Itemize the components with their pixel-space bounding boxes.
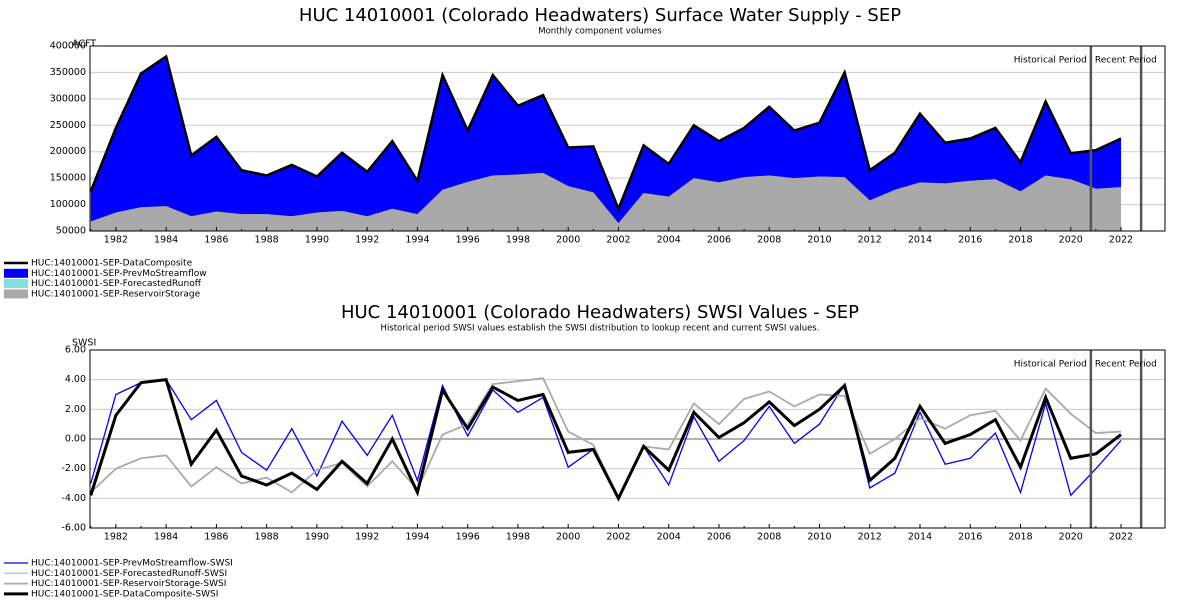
- legend-swatch: [4, 289, 28, 299]
- x-tick-label: 1986: [204, 235, 228, 246]
- legend-label: HUC:14010001-SEP-ReservoirStorage: [31, 289, 201, 299]
- y-tick-label: 400000: [50, 41, 86, 52]
- x-tick-label: 1986: [204, 532, 228, 543]
- y-tick-label: 350000: [50, 67, 86, 78]
- x-tick-label: 2012: [858, 235, 882, 246]
- x-tick-label: 2002: [606, 532, 630, 543]
- x-tick-label: 2002: [606, 235, 630, 246]
- y-axis-label: SWSI: [72, 338, 96, 349]
- x-tick-label: 2020: [1059, 235, 1083, 246]
- annotation: Historical Period: [1014, 360, 1087, 370]
- x-tick-label: 2020: [1059, 532, 1083, 543]
- x-tick-label: 1990: [305, 532, 329, 543]
- x-tick-label: 1988: [255, 235, 279, 246]
- x-tick-label: 2004: [657, 532, 681, 543]
- y-tick-label: 150000: [50, 173, 86, 184]
- y-tick-label: 250000: [50, 120, 86, 131]
- x-tick-label: 2008: [757, 532, 781, 543]
- x-tick-label: 2006: [707, 532, 731, 543]
- legend-label: HUC:14010001-SEP-ForecastedRunoff-SWSI: [31, 569, 227, 579]
- y-tick-label: -2.00: [61, 463, 86, 474]
- legend-label: HUC:14010001-SEP-ForecastedRunoff: [31, 279, 202, 289]
- legend-label: HUC:14010001-SEP-PrevMoStreamflow: [31, 269, 207, 279]
- y-tick-label: 200000: [50, 146, 86, 157]
- x-tick-label: 1984: [154, 235, 178, 246]
- x-tick-label: 2006: [707, 235, 731, 246]
- x-tick-label: 2014: [908, 235, 932, 246]
- x-tick-label: 1996: [456, 532, 480, 543]
- chart-subtitle: Historical period SWSI values establish …: [381, 324, 820, 334]
- legend-label: HUC:14010001-SEP-DataComposite-SWSI: [31, 589, 218, 599]
- x-tick-label: 1994: [405, 235, 429, 246]
- area: [90, 56, 1122, 224]
- plot-frame: [89, 45, 1166, 232]
- x-tick-label: 2016: [958, 532, 982, 543]
- x-tick-label: 1992: [355, 532, 379, 543]
- x-tick-label: 1982: [104, 235, 128, 246]
- x-tick-label: 2022: [1109, 532, 1133, 543]
- y-tick-label: 4.00: [65, 374, 86, 385]
- x-tick-label: 2022: [1109, 235, 1133, 246]
- x-tick-label: 1988: [255, 532, 279, 543]
- x-tick-label: 1984: [154, 532, 178, 543]
- x-tick-label: 2008: [757, 235, 781, 246]
- y-tick-label: 100000: [50, 199, 86, 210]
- y-tick-label: -4.00: [61, 493, 86, 504]
- chart-subtitle: Monthly component volumes: [538, 27, 662, 37]
- y-tick-label: -6.00: [61, 523, 86, 534]
- x-tick-label: 1998: [506, 235, 530, 246]
- legend-swatch: [4, 279, 28, 289]
- x-tick-label: 2012: [858, 532, 882, 543]
- x-tick-label: 1992: [355, 235, 379, 246]
- x-tick-label: 2014: [908, 532, 932, 543]
- legend-swatch: [4, 268, 28, 278]
- x-tick-label: 2016: [958, 235, 982, 246]
- x-tick-label: 2018: [1008, 532, 1032, 543]
- x-tick-label: 1990: [305, 235, 329, 246]
- line: [89, 54, 1122, 213]
- chart-title: HUC 14010001 (Colorado Headwaters) Surfa…: [299, 5, 901, 26]
- chart-title: HUC 14010001 (Colorado Headwaters) SWSI …: [341, 302, 859, 323]
- legend-label: HUC:14010001-SEP-DataComposite: [31, 259, 193, 269]
- x-tick-label: 1982: [104, 532, 128, 543]
- line: [89, 378, 1122, 502]
- x-tick-label: 2010: [807, 235, 831, 246]
- y-tick-label: 0.00: [65, 434, 86, 445]
- x-tick-label: 2018: [1008, 235, 1032, 246]
- x-tick-label: 2000: [556, 235, 580, 246]
- area: [90, 172, 1122, 231]
- y-tick-label: 50000: [56, 226, 86, 237]
- y-axis-label: ACFT: [72, 39, 96, 50]
- y-tick-label: 300000: [50, 93, 86, 104]
- legend-label: HUC:14010001-SEP-ReservoirStorage-SWSI: [31, 579, 226, 589]
- legend-label: HUC:14010001-SEP-PrevMoStreamflow-SWSI: [31, 559, 233, 569]
- y-tick-label: 2.00: [65, 404, 86, 415]
- annotation: Historical Period: [1014, 56, 1087, 66]
- annotation: Recent Period: [1095, 56, 1157, 66]
- x-tick-label: 2000: [556, 532, 580, 543]
- x-tick-label: 1998: [506, 532, 530, 543]
- y-tick-label: 6.00: [65, 345, 86, 356]
- x-tick-label: 2010: [807, 532, 831, 543]
- x-tick-label: 1996: [456, 235, 480, 246]
- plot-frame: [89, 349, 1166, 529]
- x-tick-label: 1994: [405, 532, 429, 543]
- x-tick-label: 2004: [657, 235, 681, 246]
- annotation: Recent Period: [1095, 360, 1157, 370]
